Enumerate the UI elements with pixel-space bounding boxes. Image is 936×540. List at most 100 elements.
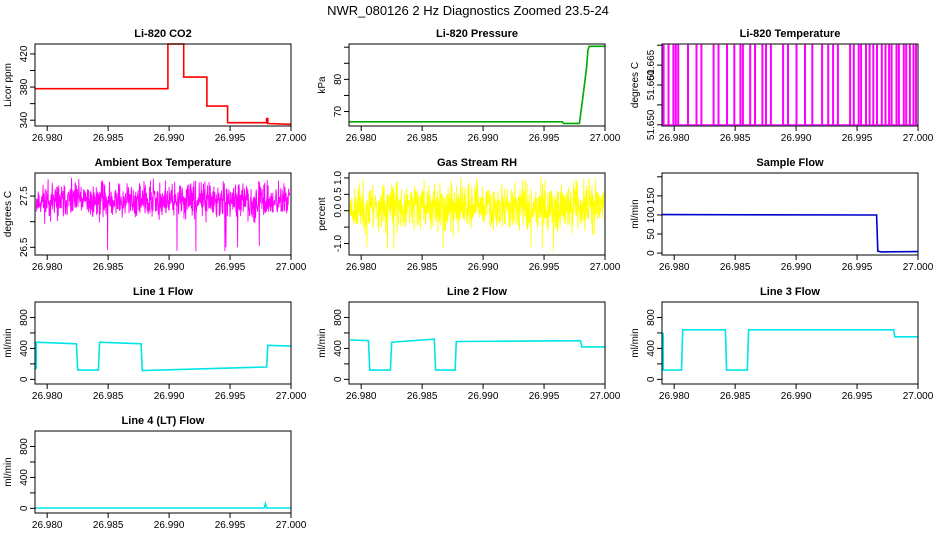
y-axis-label: ml/min: [3, 328, 14, 357]
chart-panel: Gas Stream RH 26.980 26.985 26.990 26.995 27.…: [317, 157, 621, 273]
y-axis: 70 80: [333, 46, 349, 118]
series-line: [35, 341, 292, 372]
y-axis-label: percent: [317, 197, 328, 231]
y-tick-label: 26.5: [19, 237, 30, 257]
x-tick-label: 27.000: [276, 391, 307, 402]
y-tick-label: 100: [646, 206, 657, 223]
y-axis: 0 400 800: [19, 309, 35, 382]
x-tick-label: 26.990: [468, 262, 499, 273]
x-tick-label: 26.980: [659, 262, 690, 273]
y-axis-label: Licor ppm: [3, 63, 14, 107]
x-tick-label: 27.000: [903, 133, 934, 144]
x-tick-label: 26.985: [93, 262, 124, 273]
y-tick-label: -1.0: [333, 234, 344, 252]
series-group: [349, 45, 605, 125]
x-axis: 26.980 26.985 26.990 26.995 27.000: [659, 255, 934, 273]
x-tick-label: 26.985: [93, 133, 124, 144]
x-tick-label: 26.985: [407, 262, 438, 273]
x-tick-label: 26.990: [781, 262, 812, 273]
chart-title: Line 2 Flow: [447, 286, 507, 298]
y-axis: 340 380 420: [19, 45, 35, 129]
y-tick-label: 400: [333, 340, 344, 357]
x-tick-label: 27.000: [903, 262, 934, 273]
x-tick-label: 26.980: [659, 391, 690, 402]
chart-panel: Ambient Box Temperature 26.980 26.985 26.99…: [3, 157, 307, 273]
y-axis: 0 400 800: [19, 438, 35, 511]
series-line: [662, 44, 918, 126]
y-axis-label: ml/min: [630, 199, 641, 228]
series-group: [35, 177, 291, 252]
y-tick-label: 0: [646, 376, 657, 382]
x-tick-label: 26.990: [468, 133, 499, 144]
series-group: [35, 341, 292, 372]
x-tick-label: 27.000: [590, 262, 621, 273]
chart-title: Line 4 (LT) Flow: [122, 415, 205, 427]
chart-title: Li-820 Pressure: [436, 28, 518, 40]
figure-title: NWR_080126 2 Hz Diagnostics Zoomed 23.5-…: [327, 3, 609, 18]
y-axis: -1.0 0.0 0.5 1.0: [333, 171, 349, 252]
x-tick-label: 27.000: [276, 262, 307, 273]
y-axis: 0 400 800: [646, 309, 662, 382]
x-tick-label: 26.995: [215, 262, 246, 273]
x-tick-label: 26.985: [720, 262, 751, 273]
series-line: [662, 328, 918, 371]
y-tick-label: 80: [333, 73, 344, 85]
y-tick-label: 420: [19, 45, 30, 62]
x-axis: 26.980 26.985 26.990 26.995 27.000: [32, 513, 307, 531]
x-tick-label: 27.000: [903, 391, 934, 402]
y-tick-label: 800: [646, 309, 657, 326]
x-tick-label: 27.000: [590, 133, 621, 144]
x-tick-label: 26.990: [154, 133, 185, 144]
y-axis-label: degrees C: [630, 62, 641, 108]
x-tick-label: 26.990: [781, 391, 812, 402]
x-tick-label: 26.995: [842, 262, 873, 273]
x-tick-label: 27.000: [276, 520, 307, 531]
y-tick-label: 0: [19, 376, 30, 382]
series-group: [35, 500, 291, 509]
y-tick-label: 51.650: [646, 109, 657, 140]
plot-frame: [348, 172, 606, 256]
chart-title: Sample Flow: [756, 157, 824, 169]
chart-title: Li-820 Temperature: [740, 28, 841, 40]
x-axis: 26.980 26.985 26.990 26.995 27.000: [659, 126, 934, 144]
chart-title: Ambient Box Temperature: [95, 157, 232, 169]
x-tick-label: 26.980: [659, 133, 690, 144]
y-tick-label: 70: [333, 106, 344, 118]
chart-panel: Line 4 (LT) Flow 26.980 26.985 26.990 26.995…: [3, 415, 307, 531]
x-axis: 26.980 26.985 26.990 26.995 27.000: [346, 126, 621, 144]
y-tick-label: 0: [333, 376, 344, 382]
chart-panel: Line 1 Flow 26.980 26.985 26.990 26.995 27.00…: [3, 286, 307, 402]
x-tick-label: 26.995: [529, 133, 560, 144]
series-group: [662, 44, 918, 126]
chart-title: Li-820 CO2: [134, 28, 191, 40]
chart-title: Gas Stream RH: [437, 157, 517, 169]
y-tick-label: 0: [646, 250, 657, 256]
y-tick-label: 800: [19, 309, 30, 326]
x-tick-label: 26.985: [720, 391, 751, 402]
y-tick-label: 150: [646, 187, 657, 204]
x-tick-label: 26.995: [842, 133, 873, 144]
y-axis-label: degrees C: [3, 191, 14, 237]
plot-frame: [661, 172, 919, 256]
x-tick-label: 26.980: [346, 262, 377, 273]
x-tick-label: 26.990: [468, 391, 499, 402]
x-tick-label: 26.995: [529, 391, 560, 402]
series-line: [35, 500, 291, 509]
y-tick-label: 800: [19, 438, 30, 455]
x-tick-label: 26.985: [93, 391, 124, 402]
y-tick-label: 51.660: [646, 69, 657, 100]
y-axis: 26.5 27.5: [19, 186, 35, 257]
y-tick-label: 400: [19, 340, 30, 357]
x-tick-label: 27.000: [590, 391, 621, 402]
y-tick-label: 51.665: [646, 49, 657, 80]
y-tick-label: 800: [333, 309, 344, 326]
series-group: [350, 338, 605, 371]
x-tick-label: 26.985: [93, 520, 124, 531]
x-tick-label: 26.985: [407, 391, 438, 402]
plot-frame: [348, 43, 606, 127]
y-tick-label: 400: [19, 469, 30, 486]
x-axis: 26.980 26.985 26.990 26.995 27.000: [346, 384, 621, 402]
y-axis: 0 50 100 150: [646, 176, 662, 256]
